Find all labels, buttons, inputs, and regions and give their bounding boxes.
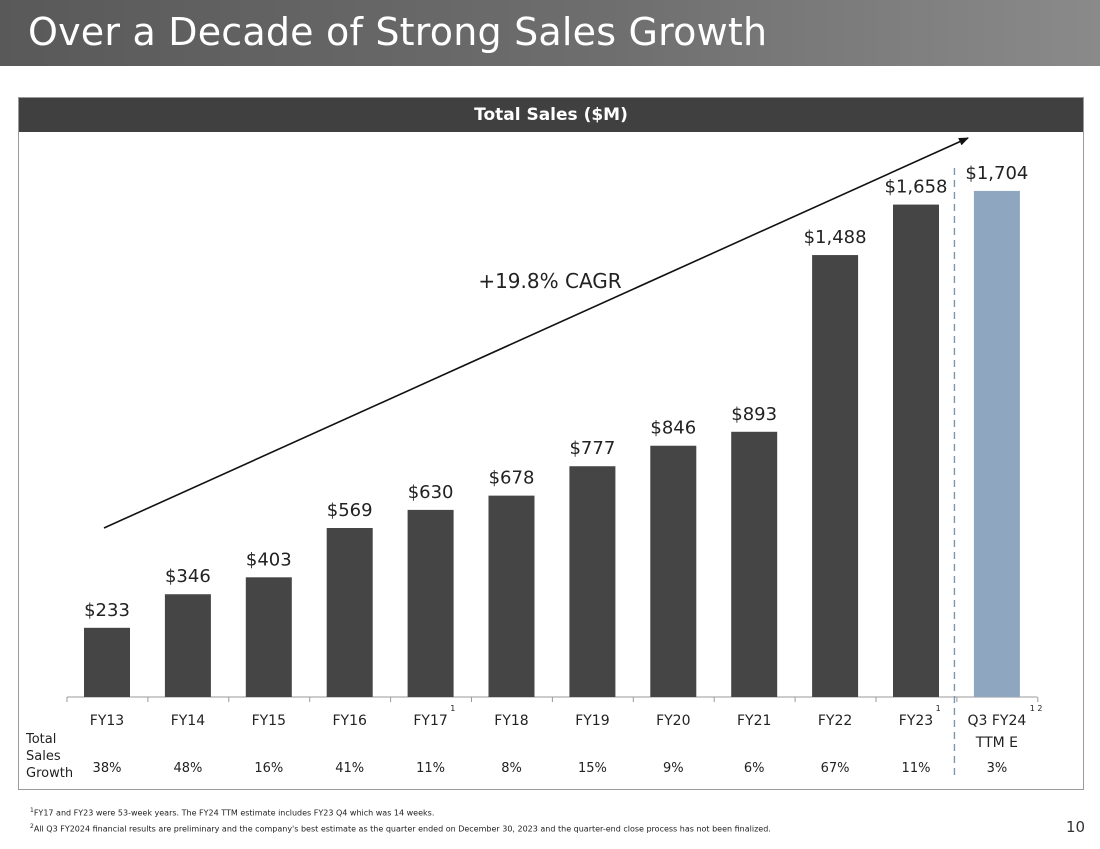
- bar-fy13: [84, 627, 130, 697]
- value-label: $1,658: [885, 177, 948, 198]
- value-label: $346: [165, 566, 211, 587]
- bar-fy14: [164, 594, 211, 697]
- cagr-arrow: [103, 137, 969, 529]
- chart-title: Total Sales ($M): [19, 98, 1083, 132]
- category-label: Q3 FY24: [968, 713, 1027, 729]
- category-label: FY16: [332, 713, 367, 729]
- bar-fy20: [650, 445, 697, 697]
- growth-row-label: Sales: [26, 749, 61, 764]
- growth-value: 8%: [501, 761, 522, 776]
- value-label: $569: [327, 500, 373, 521]
- footnotes: 1FY17 and FY23 were 53-week years. The F…: [30, 804, 771, 835]
- bar-fy15: [245, 577, 292, 697]
- value-label: $777: [569, 438, 615, 459]
- value-label: $893: [731, 404, 777, 425]
- category-label: FY20: [656, 713, 690, 729]
- value-label: $1,488: [804, 227, 867, 248]
- bar-fy18: [488, 495, 535, 697]
- value-label: $403: [246, 549, 292, 570]
- bar-fy22: [812, 255, 859, 697]
- value-label: $233: [84, 600, 130, 621]
- cagr-annotation: +19.8% CAGR: [478, 269, 621, 293]
- growth-value: 15%: [578, 761, 607, 776]
- bar-fy17: [407, 509, 454, 697]
- footnote-1: 1FY17 and FY23 were 53-week years. The F…: [30, 807, 435, 818]
- value-label: $630: [408, 482, 454, 503]
- growth-value: 11%: [416, 761, 445, 776]
- growth-value: 38%: [93, 761, 122, 776]
- growth-value: 3%: [987, 761, 1008, 776]
- growth-row-label: Total: [25, 732, 56, 747]
- value-label: $846: [650, 418, 696, 439]
- category-superscript: 1: [936, 704, 941, 713]
- growth-value: 6%: [744, 761, 765, 776]
- growth-value: 41%: [335, 761, 364, 776]
- category-label: FY23: [899, 713, 933, 729]
- bars-layer: [66, 168, 1039, 776]
- category-label: FY22: [818, 713, 852, 729]
- value-label: $1,704: [965, 163, 1028, 184]
- value-label: $678: [489, 468, 535, 489]
- page-number: 10: [1066, 818, 1086, 836]
- category-label: FY14: [171, 713, 206, 729]
- bar-q3-fy24-ttm-e: [973, 190, 1020, 698]
- category-label: FY15: [252, 713, 286, 729]
- category-superscript: 1: [450, 704, 455, 713]
- category-label: FY17: [413, 713, 447, 729]
- growth-value: 16%: [254, 761, 283, 776]
- growth-value: 67%: [821, 761, 850, 776]
- growth-value: 48%: [173, 761, 202, 776]
- category-label: FY21: [737, 713, 771, 729]
- growth-value: 9%: [663, 761, 684, 776]
- category-superscript: 1 2: [1030, 704, 1043, 713]
- bar-fy23: [893, 204, 939, 697]
- bar-fy21: [731, 431, 778, 697]
- growth-row-label: Growth: [26, 766, 73, 781]
- category-label: FY19: [575, 713, 609, 729]
- title-bar: Over a Decade of Strong Sales Growth: [0, 0, 1100, 66]
- growth-value: 11%: [902, 761, 931, 776]
- category-label: TTM E: [975, 735, 1018, 751]
- bar-fy16: [326, 528, 373, 697]
- footnote-2: 2All Q3 FY2024 financial results are pre…: [30, 822, 771, 834]
- category-label: FY13: [90, 713, 124, 729]
- bar-fy19: [569, 466, 616, 697]
- slide-title: Over a Decade of Strong Sales Growth: [28, 10, 768, 54]
- labels-layer: $233FY1338%$346FY1448%$403FY1516%$569FY1…: [25, 163, 1042, 781]
- category-label: FY18: [494, 713, 528, 729]
